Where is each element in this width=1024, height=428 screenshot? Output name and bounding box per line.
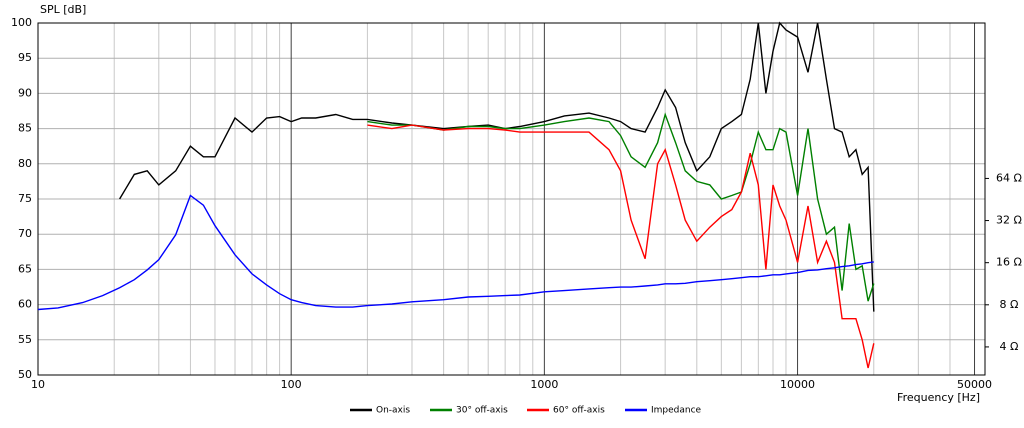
y-tick-label: 95 [18,51,32,64]
y-tick-label: 70 [18,227,32,240]
y2-tick-label: 4 Ω [1000,340,1019,353]
x-axis-label: Frequency [Hz] [897,391,980,404]
y-tick-label: 50 [18,368,32,381]
y2-tick-label: 16 Ω [996,256,1022,269]
x-tick-label: 1000 [530,378,558,391]
legend-label: 60° off-axis [553,406,605,416]
plot-frame [37,22,986,376]
y-tick-label: 100 [11,16,32,29]
legend-label: On-axis [376,406,410,416]
y-tick-label: 55 [18,333,32,346]
series-line [367,112,875,302]
series-line [367,124,875,369]
y2-tick-label: 64 Ω [996,171,1022,184]
y-tick-label: 85 [18,122,32,135]
legend-label: 30° off-axis [456,406,508,416]
series-line [118,21,875,312]
y-tick-label: 90 [18,86,32,99]
legend-label: Impedance [651,406,702,416]
y-tick-label: 75 [18,192,32,205]
y-axis-label: SPL [dB] [40,3,86,16]
y-tick-label: 65 [18,262,32,275]
x-tick-label: 10 [31,378,45,391]
series-line [37,194,874,311]
x-tick-label: 100 [281,378,302,391]
x-tick-label: 50000 [957,378,992,391]
y-tick-label: 60 [18,298,32,311]
x-tick-label: 10000 [780,378,815,391]
y2-tick-label: 8 Ω [1000,298,1019,311]
y-tick-label: 80 [18,157,32,170]
y2-tick-label: 32 Ω [996,214,1022,227]
